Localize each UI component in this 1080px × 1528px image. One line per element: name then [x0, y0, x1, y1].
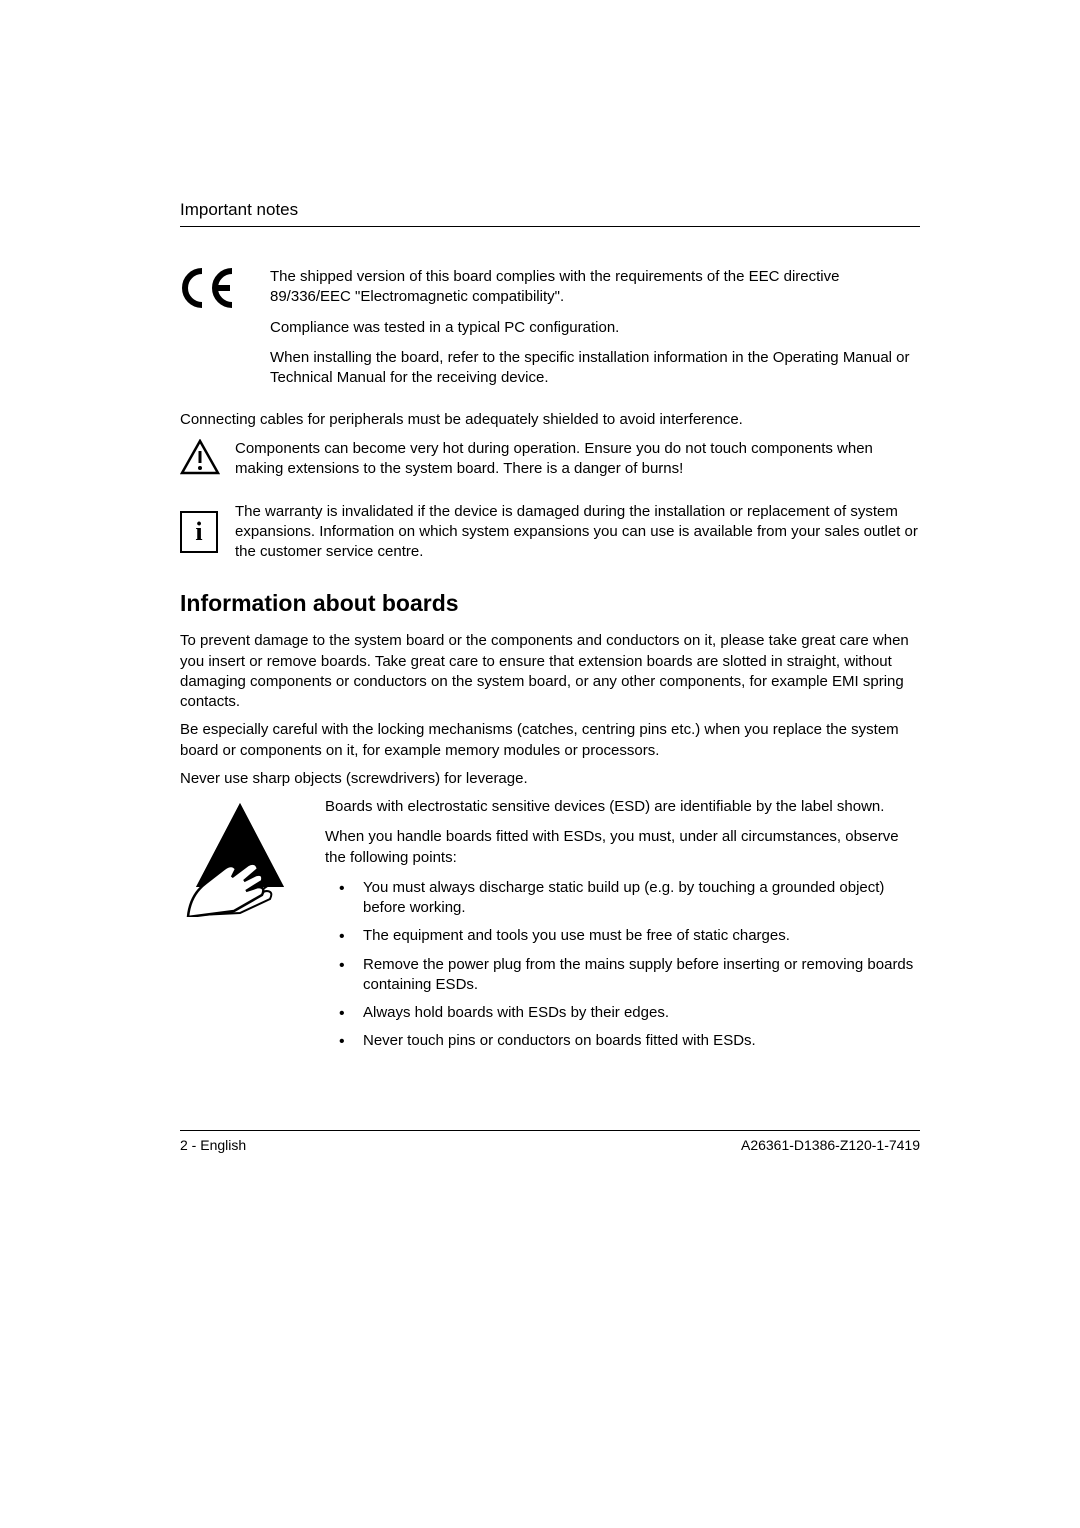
ce-para-3: When installing the board, refer to the …: [270, 348, 920, 389]
page-footer: 2 - English A26361-D1386-Z120-1-7419: [180, 1130, 920, 1153]
section-heading: Information about boards: [180, 590, 920, 617]
ce-text: The shipped version of this board compli…: [270, 267, 920, 398]
warning-triangle-icon: [180, 439, 235, 480]
section-para-3: Never use sharp objects (screwdrivers) f…: [180, 769, 920, 789]
info-letter-i: i: [195, 517, 202, 547]
esd-bullet: You must always discharge static build u…: [325, 878, 920, 919]
info-box-icon: i: [180, 511, 218, 553]
ce-block: The shipped version of this board compli…: [180, 267, 920, 398]
warning-text: Components can become very hot during op…: [235, 439, 920, 480]
esd-label-icon: [180, 797, 325, 922]
ce-para-1: The shipped version of this board compli…: [270, 267, 920, 308]
header-rule: [180, 226, 920, 227]
esd-bullet: Remove the power plug from the mains sup…: [325, 955, 920, 996]
ce-mark-icon: [180, 267, 270, 314]
ce-para-2: Compliance was tested in a typical PC co…: [270, 318, 920, 338]
esd-bullet: The equipment and tools you use must be …: [325, 926, 920, 946]
section-para-1: To prevent damage to the system board or…: [180, 631, 920, 712]
footer-rule: [180, 1130, 920, 1131]
esd-bullet: Never touch pins or conductors on boards…: [325, 1031, 920, 1051]
footer-right: A26361-D1386-Z120-1-7419: [741, 1137, 920, 1153]
page-content: Important notes The shipped version of t…: [180, 200, 920, 1060]
esd-block: Boards with electrostatic sensitive devi…: [180, 797, 920, 1060]
esd-bullet-list: You must always discharge static build u…: [325, 878, 920, 1052]
footer-line: 2 - English A26361-D1386-Z120-1-7419: [180, 1137, 920, 1153]
shielding-para: Connecting cables for peripherals must b…: [180, 410, 920, 430]
esd-bullet: Always hold boards with ESDs by their ed…: [325, 1003, 920, 1023]
section-para-2: Be especially careful with the locking m…: [180, 720, 920, 761]
footer-left: 2 - English: [180, 1137, 246, 1153]
page-header-title: Important notes: [180, 200, 920, 220]
esd-text: Boards with electrostatic sensitive devi…: [325, 797, 920, 1060]
esd-para-1: Boards with electrostatic sensitive devi…: [325, 797, 920, 817]
esd-para-2: When you handle boards fitted with ESDs,…: [325, 827, 920, 868]
info-block: i The warranty is invalidated if the dev…: [180, 502, 920, 563]
info-text: The warranty is invalidated if the devic…: [235, 502, 920, 563]
warning-block: Components can become very hot during op…: [180, 439, 920, 480]
